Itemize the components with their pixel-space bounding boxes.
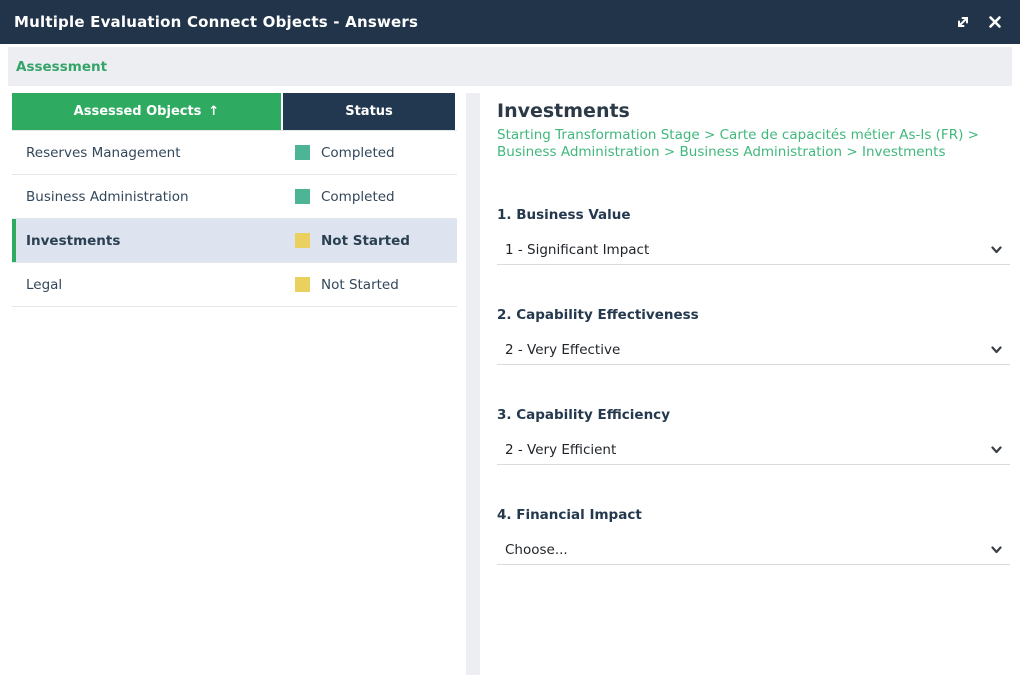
selected-value: 1 - Significant Impact — [505, 242, 650, 258]
chevron-down-icon — [991, 546, 1002, 554]
question-label: 1. Business Value — [497, 207, 631, 223]
status-cell: Completed — [283, 189, 457, 205]
status-square — [295, 277, 310, 292]
object-name: Business Administration — [26, 188, 189, 205]
capability-effectiveness-select[interactable]: 2 - Very Effective — [497, 336, 1010, 365]
status-label: Not Started — [321, 232, 410, 249]
close-icon[interactable] — [986, 13, 1004, 31]
chevron-down-icon — [991, 346, 1002, 354]
column-header-label: Assessed Objects — [73, 104, 202, 119]
capability-efficiency-select[interactable]: 2 - Very Efficient — [497, 436, 1010, 465]
tab-assessment[interactable]: Assessment — [16, 58, 108, 75]
question-financial-impact: 4. Financial Impact Choose... — [497, 507, 1010, 565]
question-capability-efficiency: 3. Capability Efficiency 2 - Very Effici… — [497, 407, 1010, 465]
detail-panel: Investments Starting Transformation Stag… — [480, 93, 1020, 675]
question-label: 2. Capability Effectiveness — [497, 307, 699, 323]
chevron-down-icon — [991, 246, 1002, 254]
status-cell: Completed — [283, 145, 457, 161]
status-label: Not Started — [321, 276, 399, 293]
status-square — [295, 145, 310, 160]
status-label: Completed — [321, 188, 395, 205]
section-bar: Assessment — [8, 47, 1012, 86]
status-label: Completed — [321, 144, 395, 161]
selected-value: 2 - Very Effective — [505, 342, 621, 358]
question-label: 3. Capability Efficiency — [497, 407, 670, 423]
object-name: Reserves Management — [26, 144, 181, 161]
dialog-titlebar: Multiple Evaluation Connect Objects - An… — [0, 0, 1020, 44]
dialog-body: Assessed Objects ↑ Status Reserves Manag… — [0, 86, 1020, 675]
column-header-assessed-objects[interactable]: Assessed Objects ↑ — [12, 93, 283, 130]
status-square — [295, 233, 310, 248]
object-name: Investments — [12, 219, 283, 262]
status-cell: Not Started — [283, 233, 457, 249]
left-pane-scrollbar[interactable] — [466, 93, 480, 675]
dialog-title: Multiple Evaluation Connect Objects - An… — [14, 13, 419, 31]
table-body: Reserves Management Completed Business A… — [12, 130, 457, 307]
sort-ascending-icon: ↑ — [208, 104, 220, 119]
selected-value: 2 - Very Efficient — [505, 442, 617, 458]
question-label: 4. Financial Impact — [497, 507, 642, 523]
column-header-status[interactable]: Status — [283, 93, 455, 130]
panel-gap — [457, 93, 466, 675]
expand-icon[interactable] — [954, 13, 972, 31]
question-capability-effectiveness: 2. Capability Effectiveness 2 - Very Eff… — [497, 307, 1010, 365]
table-row-investments[interactable]: Investments Not Started — [12, 219, 457, 263]
chevron-down-icon — [991, 446, 1002, 454]
table-row-business-administration[interactable]: Business Administration Completed — [12, 175, 457, 219]
assessed-objects-table: Assessed Objects ↑ Status Reserves Manag… — [0, 93, 457, 675]
questions-list: 1. Business Value 1 - Significant Impact… — [497, 207, 1010, 565]
table-row-legal[interactable]: Legal Not Started — [12, 263, 457, 307]
question-business-value: 1. Business Value 1 - Significant Impact — [497, 207, 1010, 265]
object-name: Legal — [26, 276, 63, 293]
detail-title: Investments — [497, 100, 630, 122]
table-row-reserves-management[interactable]: Reserves Management Completed — [12, 131, 457, 175]
financial-impact-select[interactable]: Choose... — [497, 536, 1010, 565]
breadcrumb[interactable]: Starting Transformation Stage > Carte de… — [497, 127, 979, 160]
business-value-select[interactable]: 1 - Significant Impact — [497, 236, 1010, 265]
status-cell: Not Started — [283, 277, 457, 293]
column-header-label: Status — [345, 104, 393, 119]
table-header-row: Assessed Objects ↑ Status — [12, 93, 457, 130]
selected-value: Choose... — [505, 542, 568, 558]
status-square — [295, 189, 310, 204]
